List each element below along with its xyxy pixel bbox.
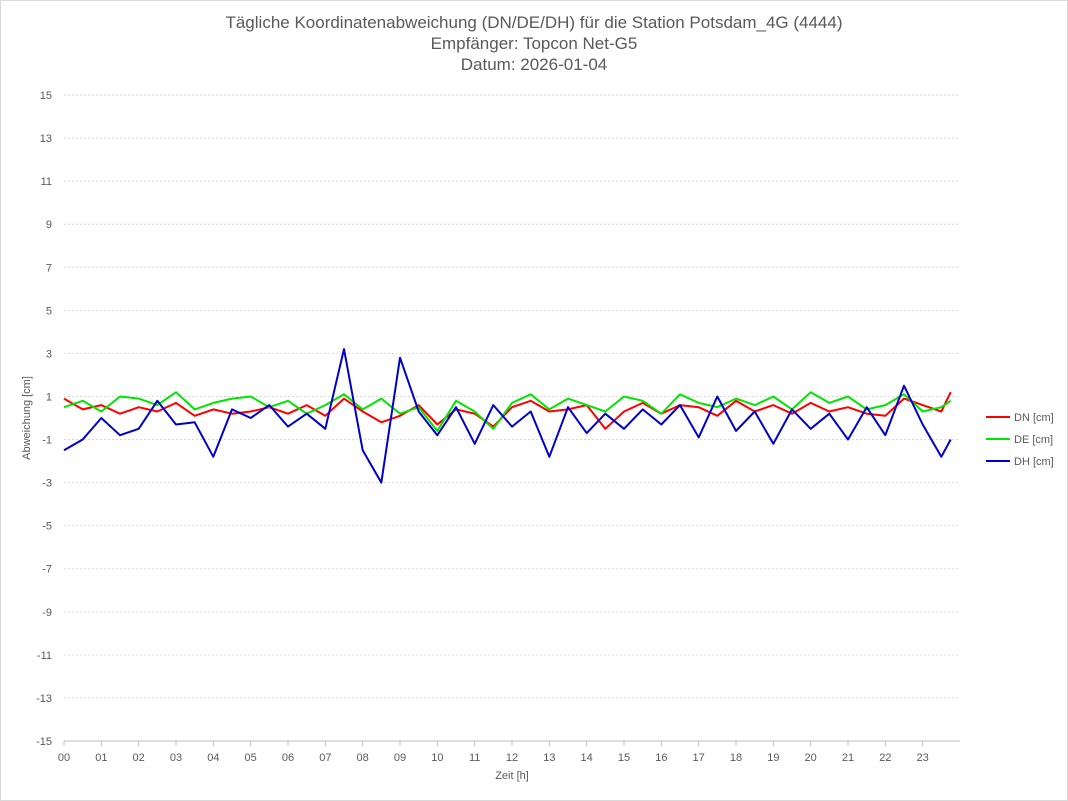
series-line-3	[63, 348, 952, 484]
x-tick-label: 01	[95, 752, 107, 764]
x-tick-label: 13	[543, 752, 555, 764]
y-tick-label: -3	[42, 478, 52, 490]
y-tick-label: 5	[46, 305, 52, 317]
y-tick-label: -7	[42, 564, 52, 576]
legend: DN [cm] DE [cm] DH [cm]	[986, 412, 1054, 468]
chart-subtitle-date: Datum: 2026-01-04	[460, 55, 608, 74]
y-tick-label: -1	[42, 435, 52, 447]
x-tick-label: 11	[469, 752, 480, 764]
legend-label: DN [cm]	[1014, 412, 1054, 424]
y-tick-label: -5	[42, 521, 52, 533]
x-tick-label: 12	[506, 752, 518, 764]
x-tick-label: 09	[394, 752, 406, 764]
chart-subtitle-receiver: Empfänger: Topcon Net-G5	[430, 34, 638, 53]
y-axis-ticks: 15 13 11 9 7 5 3 1 -1 -3 -5 -7 -9 -11 -13 -15	[36, 90, 52, 748]
x-tick-label: 07	[319, 752, 331, 764]
series-line-2	[63, 391, 952, 432]
x-tick-label: 19	[767, 752, 779, 764]
y-tick-label: 15	[40, 90, 52, 102]
x-tick-label: 22	[879, 752, 891, 764]
x-tick-label: 03	[170, 752, 182, 764]
x-tick-label: 08	[357, 752, 369, 764]
y-tick-label: 3	[46, 348, 52, 360]
series-lines	[63, 348, 952, 484]
legend-label: DH [cm]	[1014, 456, 1054, 468]
y-tick-label: -11	[37, 650, 52, 662]
x-axis-title: Zeit [h]	[495, 770, 529, 782]
x-axis-ticks: 00 01 02 03 04 05 06 07 08 09 10 11 12 13 14 15 16 17 18 19…	[58, 741, 929, 764]
x-tick-label: 15	[618, 752, 630, 764]
y-axis-title: Abweichung [cm]	[21, 376, 33, 460]
x-tick-label: 20	[805, 752, 817, 764]
grid-lines	[64, 94, 960, 742]
x-tick-label: 00	[58, 752, 70, 764]
y-tick-label: 1	[46, 391, 52, 403]
x-tick-label: 06	[282, 752, 294, 764]
x-tick-label: 18	[730, 752, 742, 764]
y-tick-label: 13	[40, 133, 52, 145]
x-tick-label: 16	[655, 752, 667, 764]
y-tick-label: -9	[42, 607, 52, 619]
x-tick-label: 04	[207, 752, 219, 764]
chart-title-block: Tägliche Koordinatenabweichung (DN/DE/DH…	[0, 12, 1068, 75]
x-tick-label: 10	[431, 752, 443, 764]
series-line-1	[63, 391, 952, 430]
y-tick-label: -15	[36, 736, 52, 748]
x-tick-label: 05	[245, 752, 257, 764]
y-tick-label: 11	[41, 176, 52, 188]
chart-title: Tägliche Koordinatenabweichung (DN/DE/DH…	[225, 13, 843, 32]
y-tick-label: 7	[46, 262, 52, 274]
x-tick-label: 02	[133, 752, 145, 764]
x-tick-label: 17	[693, 752, 705, 764]
x-tick-label: 14	[581, 752, 593, 764]
x-tick-label: 21	[842, 752, 854, 764]
y-tick-label: 9	[46, 219, 52, 231]
legend-label: DE [cm]	[1014, 434, 1053, 446]
x-tick-label: 23	[917, 752, 929, 764]
y-tick-label: -13	[36, 693, 52, 705]
